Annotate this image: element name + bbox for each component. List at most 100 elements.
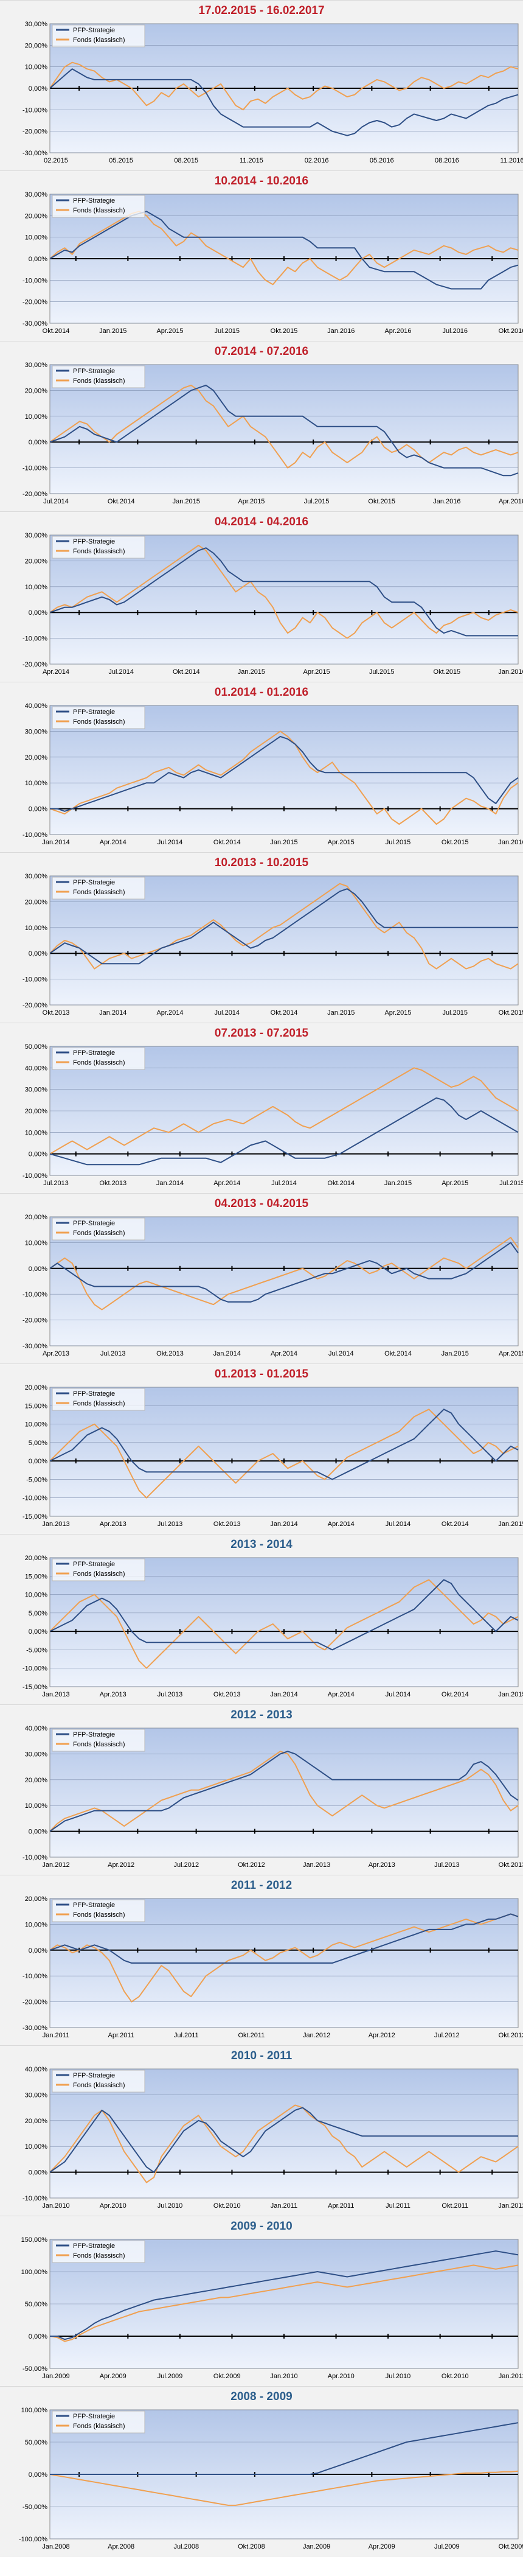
y-tick-label: 20,00% <box>25 1895 48 1903</box>
x-tick-label: Apr.2008 <box>108 2543 134 2550</box>
y-tick-label: 30,00% <box>25 532 48 539</box>
legend-box <box>52 877 145 900</box>
legend: PFP-Strategie Fonds (klassisch) <box>52 877 145 900</box>
x-tick-label: Okt.2014 <box>271 1009 298 1017</box>
y-tick-label: 10,00% <box>25 584 48 591</box>
chart-panel: 2008 - 2009 -100,00% -50,00% 0,00% 50,00% 100… <box>0 2386 523 2557</box>
legend-label-strategy: PFP-Strategie <box>73 1049 115 1057</box>
y-tick-label: -20,00% <box>23 1999 47 2006</box>
x-tick-label: Okt.2013 <box>213 1691 241 1698</box>
x-tick-label: 08.2015 <box>174 157 198 164</box>
x-tick-label: Apr.2010 <box>100 2202 126 2210</box>
x-tick-label: Apr.2014 <box>156 1009 183 1017</box>
x-tick-label: Jul.2013 <box>100 1350 126 1357</box>
legend: PFP-Strategie Fonds (klassisch) <box>52 365 145 388</box>
x-tick-label: Jan.2012 <box>498 2202 523 2210</box>
x-tick-label: Jan.2015 <box>384 1180 412 1187</box>
y-tick-label: -10,00% <box>23 831 47 839</box>
legend-box <box>52 2070 145 2093</box>
legend-label-fonds: Fonds (klassisch) <box>73 1059 125 1066</box>
x-tick-label: Jul.2012 <box>173 1861 199 1869</box>
x-tick-label: Apr.2014 <box>271 1350 297 1357</box>
x-tick-label: Okt.2012 <box>499 2032 523 2039</box>
legend-label-fonds: Fonds (klassisch) <box>73 2252 125 2259</box>
x-tick-label: Jul.2014 <box>43 498 69 505</box>
y-tick-label: 0,00% <box>29 806 47 813</box>
legend-box <box>52 1558 145 1581</box>
y-tick-label: -10,00% <box>23 1291 47 1298</box>
y-tick-label: -30,00% <box>23 2025 47 2032</box>
x-tick-label: Jan.2016 <box>498 839 523 846</box>
x-tick-label: Jul.2011 <box>174 2032 199 2039</box>
y-tick-label: 0,00% <box>29 2471 47 2479</box>
series-line-strategy <box>50 735 519 812</box>
chart-panel: 07.2014 - 07.2016 -20,00% -10,00% 0,00% 10,0… <box>0 341 523 512</box>
chart-panel: 10.2013 - 10.2015 -20,00% -10,00% 0,00% 10,0… <box>0 852 523 1023</box>
x-tick-label: Jan.2010 <box>42 2202 69 2210</box>
x-tick-label: Jul.2012 <box>434 2032 460 2039</box>
line-chart: -10,00% 0,00% 10,00% 20,00% 30,00% 40,00% Jan.… <box>23 702 523 846</box>
x-tick-label: Okt.2009 <box>499 2543 523 2550</box>
x-tick-label: Apr.2015 <box>499 1350 523 1357</box>
y-tick-label: -10,00% <box>23 1854 47 1861</box>
x-tick-label: Okt.2016 <box>499 327 523 335</box>
y-tick-label: -10,00% <box>23 1665 47 1673</box>
x-tick-label: Jan.2014 <box>42 839 69 846</box>
y-tick-label: 30,00% <box>25 1087 48 1094</box>
legend-label-fonds: Fonds (klassisch) <box>73 2423 125 2430</box>
x-tick-label: 02.2015 <box>44 157 68 164</box>
x-tick-label: Jul.2014 <box>214 1009 240 1017</box>
series-line-fonds <box>49 61 519 111</box>
y-tick-label: -30,00% <box>23 320 47 327</box>
y-tick-label: 30,00% <box>25 873 48 880</box>
x-tick-label: Jul.2013 <box>158 1521 183 1528</box>
x-tick-label: Okt.2010 <box>442 2373 469 2380</box>
x-tick-label: Jan.2015 <box>327 1009 355 1017</box>
legend-label-fonds: Fonds (klassisch) <box>73 1400 125 1407</box>
x-tick-label: Okt.2015 <box>499 1009 523 1017</box>
x-tick-label: Jan.2013 <box>42 1691 69 1698</box>
x-tick-label: Jul.2014 <box>271 1180 297 1187</box>
x-tick-label: Jan.2014 <box>213 1350 241 1357</box>
x-tick-label: Jan.2008 <box>42 2543 69 2550</box>
x-tick-label: Apr.2014 <box>100 839 126 846</box>
x-tick-label: Jul.2015 <box>214 327 240 335</box>
y-tick-label: 15,00% <box>25 1573 48 1580</box>
legend-label-strategy: PFP-Strategie <box>73 2072 115 2079</box>
chart-title: 2008 - 2009 <box>230 2390 293 2403</box>
x-tick-label: Jan.2016 <box>498 668 523 676</box>
y-tick-label: 150,00% <box>21 2236 48 2244</box>
y-tick-label: 30,00% <box>25 728 48 735</box>
series-line-fonds <box>49 545 519 639</box>
x-tick-label: Jan.2016 <box>433 498 460 505</box>
y-tick-label: 20,00% <box>25 387 48 394</box>
x-tick-label: Jul.2008 <box>173 2543 199 2550</box>
legend-box <box>52 24 145 47</box>
line-chart: -20,00% -10,00% 0,00% 10,00% 20,00% 30,00% Jul… <box>23 362 523 505</box>
y-tick-label: 0,00% <box>29 1947 47 1955</box>
x-tick-label: Apr.2015 <box>303 668 330 676</box>
legend-box <box>52 195 145 218</box>
y-tick-label: 100,00% <box>21 2269 48 2276</box>
x-tick-label: Jan.2011 <box>271 2202 297 2210</box>
y-tick-label: 40,00% <box>25 702 48 710</box>
line-chart: -30,00% -20,00% -10,00% 0,00% 10,00% 20,00% Ap… <box>23 1214 523 1357</box>
series-line-strategy <box>49 211 519 290</box>
x-tick-label: Jan.2011 <box>43 2032 69 2039</box>
chart-panel: 04.2014 - 04.2016 -20,00% -10,00% 0,00% 10,0… <box>0 511 523 682</box>
y-tick-label: 40,00% <box>25 1065 48 1072</box>
legend: PFP-Strategie Fonds (klassisch) <box>52 536 145 559</box>
x-tick-label: Okt.2014 <box>213 839 241 846</box>
series-line-strategy <box>49 888 518 965</box>
x-tick-label: Okt.2015 <box>271 327 298 335</box>
legend-box <box>52 536 145 559</box>
y-tick-label: -10,00% <box>23 635 47 643</box>
y-tick-label: 10,00% <box>25 234 48 242</box>
chart-title: 2010 - 2011 <box>230 2049 293 2062</box>
series-line-fonds <box>49 384 519 469</box>
y-tick-label: -5,00% <box>26 1476 47 1483</box>
legend: PFP-Strategie Fonds (klassisch) <box>52 706 145 729</box>
legend-box <box>52 1388 145 1411</box>
y-tick-label: 10,00% <box>25 1921 48 1928</box>
